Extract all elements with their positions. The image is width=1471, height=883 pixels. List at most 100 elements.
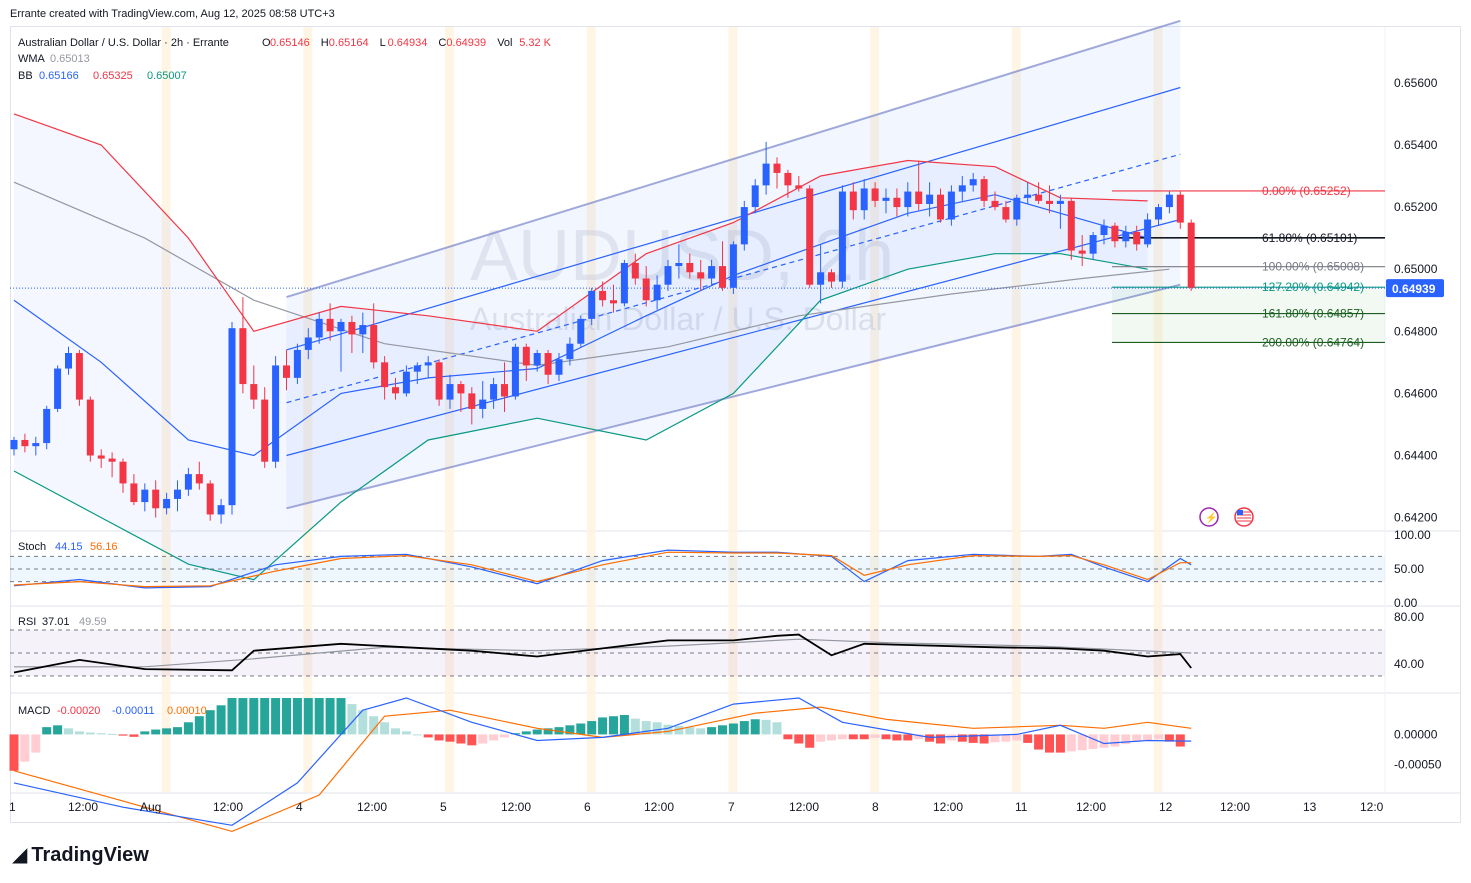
channel-inner-lower bbox=[286, 218, 1181, 457]
legend-ohlc-key: O bbox=[262, 37, 271, 49]
macd-histogram-bar bbox=[914, 734, 924, 740]
candle-body bbox=[1144, 219, 1152, 245]
candle-body bbox=[304, 337, 312, 350]
candle-body bbox=[544, 353, 552, 375]
macd-histogram-bar bbox=[358, 710, 368, 735]
macd-histogram-bar bbox=[478, 734, 488, 744]
candle-body bbox=[1089, 235, 1097, 254]
candle-body bbox=[860, 188, 868, 211]
candle-body bbox=[740, 207, 748, 245]
time-tick-label: 12:00 bbox=[68, 800, 98, 814]
watermark-name: Australian Dollar / U.S. Dollar bbox=[470, 301, 886, 337]
time-tick-label: 12:00 bbox=[1220, 800, 1250, 814]
candle-body bbox=[326, 318, 334, 332]
time-tick-label: 12:00 bbox=[933, 800, 963, 814]
candle-body bbox=[555, 359, 563, 375]
session-stripe bbox=[161, 27, 171, 792]
time-tick-label: 5 bbox=[440, 800, 447, 814]
macd-histogram-bar bbox=[881, 734, 891, 740]
chart-frame bbox=[10, 26, 1461, 823]
macd-hist-value: -0.00020 bbox=[57, 705, 100, 717]
macd-histogram-bar bbox=[739, 721, 749, 735]
stoch-k-value: 44.15 bbox=[55, 541, 83, 553]
legend-wma-value: 0.65013 bbox=[50, 53, 90, 65]
candle-body bbox=[828, 272, 835, 282]
macd-histogram-bar bbox=[162, 728, 172, 735]
candle-body bbox=[511, 346, 519, 397]
candle-body bbox=[141, 489, 149, 503]
legend-bb-label: BB bbox=[18, 70, 33, 82]
candle-body bbox=[21, 439, 29, 447]
candle-body bbox=[86, 399, 94, 456]
price-tick-label: 0.65000 bbox=[1394, 262, 1438, 276]
legend-ohlc-key: C bbox=[438, 37, 446, 49]
session-stripe bbox=[303, 27, 313, 792]
macd-histogram-bar bbox=[1088, 734, 1098, 749]
time-tick-label: 1 bbox=[9, 800, 16, 814]
macd-histogram-bar bbox=[903, 734, 913, 741]
macd-histogram-bar bbox=[925, 734, 935, 742]
candle-body bbox=[130, 483, 138, 503]
macd-histogram-bar bbox=[718, 725, 727, 735]
macd-histogram-bar bbox=[9, 734, 19, 771]
legend-ohlc-key: H bbox=[321, 37, 329, 49]
macd-tick-label: 0.00000 bbox=[1394, 727, 1438, 741]
candle-body bbox=[32, 443, 40, 447]
macd-signal-value: 0.00010 bbox=[167, 705, 207, 717]
candle-body bbox=[501, 384, 508, 397]
time-tick-label: 12:00 bbox=[501, 800, 531, 814]
fib-level-label: 200.00% (0.64764) bbox=[1262, 335, 1364, 349]
macd-histogram-bar bbox=[565, 725, 575, 735]
macd-histogram-bar bbox=[979, 734, 989, 744]
macd-histogram-bar bbox=[282, 698, 291, 735]
channel-upper-line bbox=[286, 19, 1181, 299]
legend-ohlc-value: 0.64939 bbox=[446, 37, 486, 49]
macd-histogram-bar bbox=[859, 734, 869, 740]
tradingview-logo-icon: ◢ bbox=[12, 844, 28, 866]
candle-body bbox=[577, 318, 585, 344]
time-tick-label: 12:00 bbox=[644, 800, 674, 814]
candle-body bbox=[762, 163, 770, 186]
macd-histogram-bar bbox=[118, 734, 128, 736]
candle-body bbox=[392, 387, 399, 394]
candle-body bbox=[588, 290, 596, 319]
candle-body bbox=[97, 455, 105, 459]
tradingview-logo[interactable]: ◢ TradingView bbox=[12, 842, 149, 867]
candle-body bbox=[784, 172, 792, 186]
lightning-glyph: ⚡ bbox=[1205, 511, 1217, 524]
candle-body bbox=[1013, 197, 1021, 220]
macd-histogram-bar bbox=[183, 722, 193, 735]
candle-body bbox=[206, 483, 214, 515]
macd-histogram-bar bbox=[1164, 734, 1174, 742]
macd-histogram-bar bbox=[1034, 734, 1044, 750]
macd-histogram-bar bbox=[412, 734, 422, 736]
macd-histogram-bar bbox=[271, 698, 281, 735]
candle-body bbox=[871, 188, 879, 201]
macd-histogram-bar bbox=[85, 732, 95, 735]
candle-body bbox=[174, 489, 181, 499]
candle-body bbox=[599, 290, 607, 301]
candle-body bbox=[337, 321, 345, 332]
macd-histogram-bar bbox=[946, 734, 956, 741]
macd-histogram-bar bbox=[794, 734, 804, 744]
candle-body bbox=[250, 384, 258, 400]
candle-body bbox=[424, 362, 432, 366]
macd-histogram-bar bbox=[1077, 734, 1087, 751]
candle-body bbox=[675, 262, 683, 267]
candle-body bbox=[893, 197, 901, 208]
macd-histogram-bar bbox=[685, 727, 695, 735]
macd-histogram-bar bbox=[42, 727, 52, 735]
candle-body bbox=[272, 365, 280, 462]
legend-ohlc-key: Vol bbox=[497, 37, 512, 49]
time-tick-label: 12:00 bbox=[213, 800, 243, 814]
macd-histogram-bar bbox=[543, 728, 553, 735]
price-tick-label: 0.64600 bbox=[1394, 386, 1438, 400]
macd-histogram-bar bbox=[391, 728, 400, 735]
macd-histogram-bar bbox=[619, 715, 629, 735]
candle-body bbox=[620, 262, 628, 304]
legend-ohlc-value: 0.65146 bbox=[270, 37, 310, 49]
macd-histogram-bar bbox=[456, 734, 466, 744]
macd-histogram-bar bbox=[1001, 734, 1011, 742]
candle-body bbox=[947, 191, 955, 220]
